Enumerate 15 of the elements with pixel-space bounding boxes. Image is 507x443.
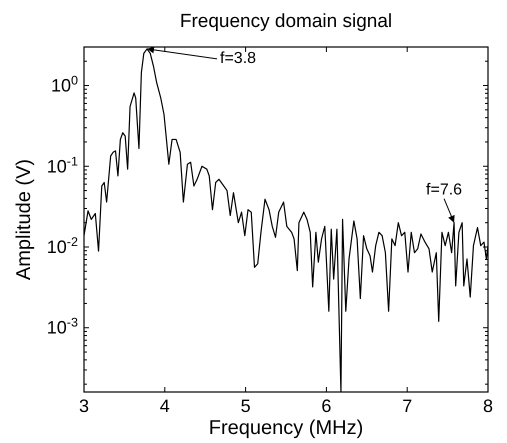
- x-tick-label: 3: [78, 396, 90, 416]
- x-tick-label: 7: [402, 396, 412, 416]
- x-tick-label: 4: [160, 396, 170, 416]
- annotation: f=3.8: [220, 50, 256, 67]
- annotation: f=7.6: [426, 182, 462, 199]
- chart-title: Frequency domain signal: [180, 11, 392, 32]
- y-tick-label: 10$^{-2}$: [46, 235, 78, 257]
- x-tick-label: 6: [321, 396, 332, 416]
- y-tick-label: 10$^{0}$: [50, 74, 78, 96]
- y-axis-title: Amplitude (V): [13, 158, 35, 280]
- y-tick-label: 10$^{-3}$: [46, 316, 78, 338]
- x-axis-title: Frequency (MHz): [208, 417, 364, 439]
- y-tick-label: 10$^{-1}$: [46, 154, 78, 176]
- x-tick-label: 5: [240, 396, 251, 416]
- x-tick-label: 8: [482, 396, 494, 416]
